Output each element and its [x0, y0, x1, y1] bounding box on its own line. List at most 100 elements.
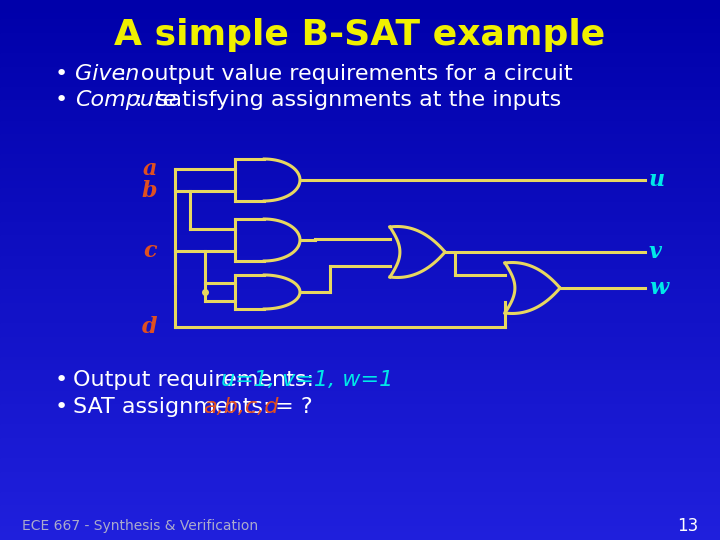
Bar [0, 458, 720, 465]
Bar [0, 269, 720, 276]
Bar [0, 215, 720, 222]
Bar [0, 505, 720, 513]
Bar [0, 370, 720, 378]
Bar [0, 6, 720, 14]
Bar [0, 498, 720, 507]
Bar [0, 242, 720, 249]
Bar [0, 208, 720, 216]
Bar [0, 357, 720, 364]
Bar [0, 228, 720, 237]
Bar [0, 492, 720, 500]
Bar [0, 404, 720, 411]
Bar [0, 114, 720, 122]
Bar [0, 532, 720, 540]
Bar [0, 33, 720, 40]
Bar [0, 0, 720, 6]
Bar [0, 525, 720, 534]
Bar [0, 384, 720, 392]
Bar [0, 73, 720, 81]
Bar [0, 141, 720, 148]
Bar [0, 19, 720, 27]
Bar [0, 424, 720, 432]
Text: •: • [55, 64, 68, 84]
Bar [0, 168, 720, 176]
Bar [0, 154, 720, 162]
Text: b: b [142, 180, 157, 202]
Bar [0, 417, 720, 426]
Bar [0, 188, 720, 195]
Bar [0, 235, 720, 243]
Bar [0, 411, 720, 418]
Bar [0, 363, 720, 372]
Text: v: v [649, 241, 662, 263]
Bar [0, 80, 720, 87]
Bar [0, 377, 720, 384]
Bar [0, 120, 720, 128]
Bar [0, 465, 720, 472]
Bar [0, 255, 720, 263]
Text: SAT assignments:: SAT assignments: [73, 397, 284, 417]
Bar [0, 485, 720, 492]
Bar [0, 444, 720, 453]
Text: = ?: = ? [268, 397, 312, 417]
Bar [0, 66, 720, 74]
Bar [0, 100, 720, 108]
Bar [0, 181, 720, 189]
Bar [0, 87, 720, 94]
Text: u=1, v=1, w=1: u=1, v=1, w=1 [221, 370, 393, 390]
Bar [0, 350, 720, 357]
Bar [0, 282, 720, 291]
Bar [0, 519, 720, 526]
Text: :  satisfying assignments at the inputs: : satisfying assignments at the inputs [135, 90, 562, 110]
Bar [0, 303, 720, 310]
Text: u: u [649, 169, 665, 191]
Text: d: d [142, 316, 157, 338]
Bar [0, 201, 720, 209]
Text: •: • [55, 397, 68, 417]
Bar [0, 390, 720, 399]
Text: •: • [55, 370, 68, 390]
Bar [0, 323, 720, 330]
Bar [0, 397, 720, 405]
Bar [0, 478, 720, 486]
Bar [0, 107, 720, 115]
Text: ECE 667 - Synthesis & Verification: ECE 667 - Synthesis & Verification [22, 519, 258, 533]
Text: 13: 13 [677, 517, 698, 535]
Bar [0, 134, 720, 141]
Bar [0, 39, 720, 47]
Bar [0, 309, 720, 317]
Bar [0, 336, 720, 345]
Bar [0, 276, 720, 284]
Bar [0, 93, 720, 102]
Bar [0, 431, 720, 438]
Bar [0, 438, 720, 446]
Text: a: a [143, 158, 157, 180]
Text: Compute: Compute [75, 90, 176, 110]
Bar [0, 195, 720, 202]
Bar [0, 512, 720, 519]
Text: Output requirements:: Output requirements: [73, 370, 321, 390]
Text: :  output value requirements for a circuit: : output value requirements for a circui… [119, 64, 572, 84]
Bar [0, 26, 720, 33]
Text: •: • [55, 90, 68, 110]
Bar [0, 249, 720, 256]
Bar [0, 161, 720, 168]
Bar [0, 53, 720, 60]
Bar [0, 343, 720, 351]
Bar [0, 289, 720, 297]
Bar [0, 451, 720, 459]
Bar [0, 296, 720, 303]
Bar [0, 222, 720, 230]
Bar [0, 127, 720, 135]
Bar [0, 46, 720, 54]
Bar [0, 471, 720, 480]
Bar [0, 316, 720, 324]
Text: A simple B-SAT example: A simple B-SAT example [114, 18, 606, 52]
Bar [0, 174, 720, 183]
Bar [0, 147, 720, 156]
Bar [0, 262, 720, 270]
Text: Given: Given [75, 64, 140, 84]
Bar [0, 12, 720, 20]
Text: c: c [143, 240, 157, 262]
Bar [0, 60, 720, 68]
